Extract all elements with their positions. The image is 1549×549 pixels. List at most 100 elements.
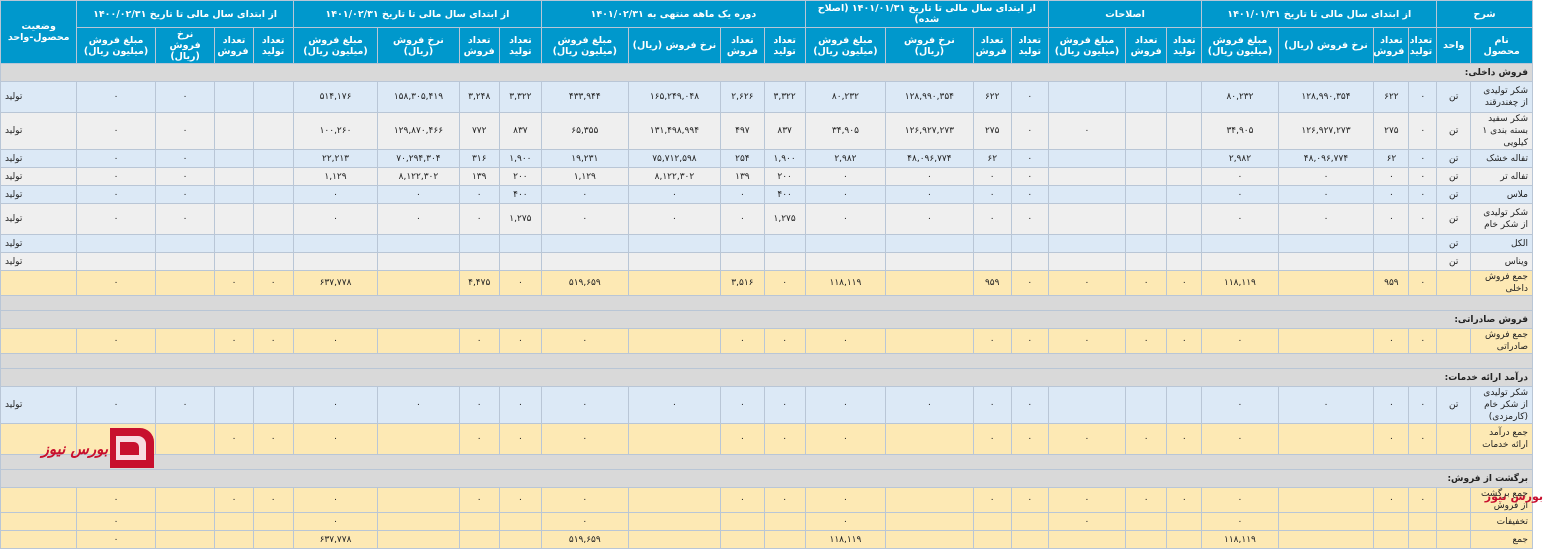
value-cell	[885, 270, 974, 296]
value-cell	[627, 530, 722, 549]
value-cell	[214, 252, 254, 271]
status-cell: تولید	[0, 234, 78, 253]
value-cell: ۰	[763, 328, 806, 354]
value-cell: ۱,۹۰۰	[763, 149, 806, 168]
value-cell: ۰	[1408, 328, 1438, 354]
value-cell	[972, 512, 1012, 531]
value-cell: ۲۵۴	[720, 149, 765, 168]
value-cell	[214, 203, 254, 235]
value-cell	[458, 252, 500, 271]
value-cell: ۹۵۹	[972, 270, 1012, 296]
group-2-amount-header: مبلغ فروش (میلیون ریال)	[1047, 27, 1127, 64]
value-cell: ۰	[1010, 328, 1049, 354]
value-cell	[458, 512, 500, 531]
value-cell: ۰	[627, 203, 722, 235]
bourse-news-logo: بورس نیوز	[40, 428, 154, 468]
value-cell: ۰	[498, 487, 543, 513]
value-cell: ۰	[1277, 203, 1375, 235]
unit-cell: تن	[1436, 81, 1472, 113]
value-cell	[252, 185, 294, 204]
value-cell: ۳۱۶	[458, 149, 500, 168]
table-row: تخفیفات ۰ ۰ ۰ ۰ ۰ ۰	[0, 512, 1533, 531]
value-cell: ۰	[885, 185, 974, 204]
header-sharh: شرح	[1436, 0, 1533, 28]
value-cell	[1047, 530, 1127, 549]
value-cell: ۳,۵۱۶	[720, 270, 765, 296]
value-cell	[252, 81, 294, 113]
value-cell	[154, 423, 216, 455]
value-cell	[1125, 530, 1168, 549]
value-cell: ۰	[763, 270, 806, 296]
table-row: شکر سفید بسته بندی ۱ کیلویی تن ۰ ۲۷۵ ۱۲۶,۹۲۷…	[0, 112, 1533, 150]
value-cell	[885, 423, 974, 455]
value-cell: ۰	[541, 512, 629, 531]
value-cell: ۰	[541, 185, 629, 204]
value-cell: ۰	[154, 386, 216, 424]
value-cell	[377, 512, 460, 531]
value-cell: ۰	[154, 167, 216, 186]
value-cell: ۰	[1201, 167, 1279, 186]
value-cell: ۰	[1201, 203, 1279, 235]
value-cell	[76, 234, 156, 253]
value-cell	[1408, 530, 1438, 549]
value-cell: ۱۱۸,۱۱۹	[804, 530, 887, 549]
value-cell: ۰	[1201, 386, 1279, 424]
group-3-sold-header: تعداد فروش	[972, 27, 1012, 64]
value-cell	[377, 423, 460, 455]
product-name: تخفیفات	[1470, 512, 1533, 531]
value-cell: ۰	[1277, 386, 1375, 424]
value-cell: ۹۵۹	[1373, 270, 1410, 296]
value-cell	[720, 530, 765, 549]
group-2-prod-header: تعداد تولید	[1166, 27, 1203, 64]
value-cell	[885, 252, 974, 271]
value-cell	[885, 328, 974, 354]
status-cell: تولید	[0, 112, 78, 150]
product-name: شکر تولیدی از شکر خام	[1470, 203, 1533, 235]
value-cell	[1047, 185, 1127, 204]
value-cell: ۰	[458, 185, 500, 204]
value-cell: ۰	[720, 423, 765, 455]
value-cell	[627, 270, 722, 296]
value-cell	[763, 234, 806, 253]
value-cell: ۰	[1277, 167, 1375, 186]
value-cell: ۰	[804, 512, 887, 531]
value-cell: ۰	[972, 487, 1012, 513]
value-cell	[1166, 512, 1203, 531]
value-cell	[763, 512, 806, 531]
value-cell	[1125, 386, 1168, 424]
product-col-header: نام محصول	[1470, 27, 1533, 64]
table-row: شکر تولیدی از شکر خام (کارمزدی) تن ۰ ۰ ۰ ۰ ۰ ۰ ۰…	[0, 386, 1533, 424]
value-cell	[252, 203, 294, 235]
table-row: ویناس تن تولید	[0, 252, 1533, 271]
value-cell: ۰	[972, 328, 1012, 354]
value-cell	[154, 487, 216, 513]
product-name: ویناس	[1470, 252, 1533, 271]
value-cell	[377, 530, 460, 549]
value-cell: ۰	[154, 112, 216, 150]
table-row: جمع درآمد ارائه خدمات۰۰۰۰۰۰۰۰۰۰۰۰۰۰۰۰۰۰	[0, 423, 1533, 455]
value-cell: ۳,۲۴۸	[458, 81, 500, 113]
value-cell	[1125, 252, 1168, 271]
value-cell: ۰	[214, 487, 254, 513]
value-cell	[1373, 530, 1410, 549]
value-cell	[1125, 149, 1168, 168]
value-cell: ۰	[1277, 185, 1375, 204]
value-cell	[214, 112, 254, 150]
value-cell: ۱۲۶,۹۲۷,۲۷۳	[1277, 112, 1375, 150]
value-cell: ۰	[1201, 487, 1279, 513]
table-row: الکل تن تولید	[0, 234, 1533, 253]
group-label: فروش صادراتی:	[0, 310, 1533, 329]
value-cell	[627, 234, 722, 253]
spacer-cell	[0, 295, 1533, 311]
product-name: شکر سفید بسته بندی ۱ کیلویی	[1470, 112, 1533, 150]
group-5-rate-header: نرخ فروش (ریال)	[377, 27, 460, 64]
value-cell	[763, 530, 806, 549]
value-cell: ۰	[1373, 328, 1410, 354]
value-cell	[627, 487, 722, 513]
value-cell: ۰	[1047, 487, 1127, 513]
group-row: فروش داخلی:	[0, 63, 1533, 82]
value-cell	[720, 252, 765, 271]
value-cell	[214, 167, 254, 186]
value-cell: ۰	[763, 423, 806, 455]
value-cell: ۸۰,۲۳۲	[804, 81, 887, 113]
